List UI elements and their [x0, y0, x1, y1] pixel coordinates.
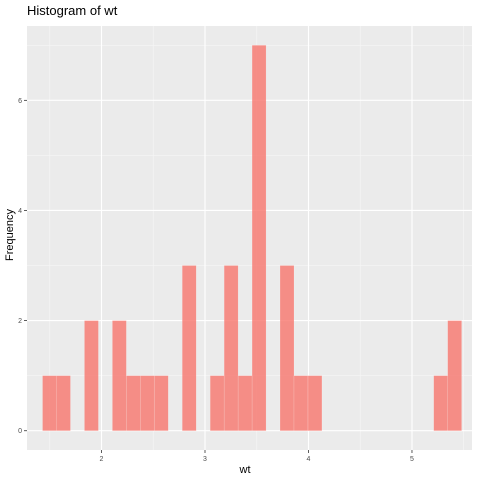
x-tick-label: 4	[307, 456, 311, 463]
histogram-bar	[42, 375, 57, 431]
y-tick-label: 0	[18, 428, 22, 435]
histogram-bar	[223, 265, 239, 431]
y-axis-ticks: 0 2 4 6	[18, 98, 27, 435]
histogram-bar	[279, 265, 295, 431]
histogram-bar	[209, 375, 225, 431]
chart-title: Histogram of wt	[27, 3, 118, 18]
histogram-bars	[42, 45, 462, 431]
histogram-bar	[112, 320, 127, 431]
x-axis-title: wt	[239, 464, 251, 476]
y-tick-label: 2	[18, 318, 22, 325]
y-tick-label: 4	[18, 208, 22, 215]
x-tick-label: 5	[410, 456, 414, 463]
histogram-bar	[154, 375, 169, 431]
histogram-bar	[237, 375, 253, 431]
histogram-bar	[56, 375, 71, 431]
y-tick-label: 6	[18, 98, 22, 105]
histogram-bar	[433, 375, 448, 431]
histogram-bar	[293, 375, 309, 431]
x-tick-label: 2	[100, 456, 104, 463]
histogram-bar	[447, 320, 462, 431]
histogram-bar	[182, 265, 197, 431]
histogram-bar	[140, 375, 155, 431]
histogram-bar	[84, 320, 99, 431]
histogram-bar	[307, 375, 323, 431]
x-axis-ticks: 2 3 4 5	[100, 450, 414, 463]
x-tick-label: 3	[203, 456, 207, 463]
histogram-bar	[251, 45, 267, 431]
histogram-bar	[126, 375, 141, 431]
y-axis-title: Frequency	[4, 209, 16, 261]
